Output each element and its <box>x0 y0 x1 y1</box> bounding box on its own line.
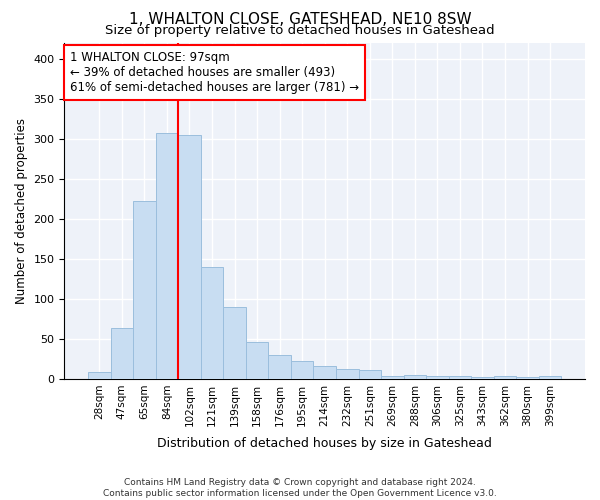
Text: Contains HM Land Registry data © Crown copyright and database right 2024.
Contai: Contains HM Land Registry data © Crown c… <box>103 478 497 498</box>
Bar <box>426 376 449 379</box>
Bar <box>381 376 404 379</box>
Bar <box>471 378 494 379</box>
Bar <box>155 133 178 379</box>
Bar <box>539 376 562 379</box>
Y-axis label: Number of detached properties: Number of detached properties <box>15 118 28 304</box>
Bar <box>178 136 201 379</box>
Text: Size of property relative to detached houses in Gateshead: Size of property relative to detached ho… <box>105 24 495 37</box>
Bar <box>268 355 291 379</box>
Bar <box>404 375 426 379</box>
Bar <box>494 376 516 379</box>
Text: 1, WHALTON CLOSE, GATESHEAD, NE10 8SW: 1, WHALTON CLOSE, GATESHEAD, NE10 8SW <box>128 12 472 28</box>
Bar <box>201 267 223 379</box>
Bar <box>516 378 539 379</box>
Bar <box>246 342 268 379</box>
Bar <box>359 370 381 379</box>
Bar <box>449 376 471 379</box>
Bar <box>313 366 336 379</box>
X-axis label: Distribution of detached houses by size in Gateshead: Distribution of detached houses by size … <box>157 437 492 450</box>
Bar <box>336 370 359 379</box>
Bar <box>291 362 313 379</box>
Bar <box>110 328 133 379</box>
Text: 1 WHALTON CLOSE: 97sqm
← 39% of detached houses are smaller (493)
61% of semi-de: 1 WHALTON CLOSE: 97sqm ← 39% of detached… <box>70 51 359 94</box>
Bar <box>223 307 246 379</box>
Bar <box>88 372 110 379</box>
Bar <box>133 201 155 379</box>
